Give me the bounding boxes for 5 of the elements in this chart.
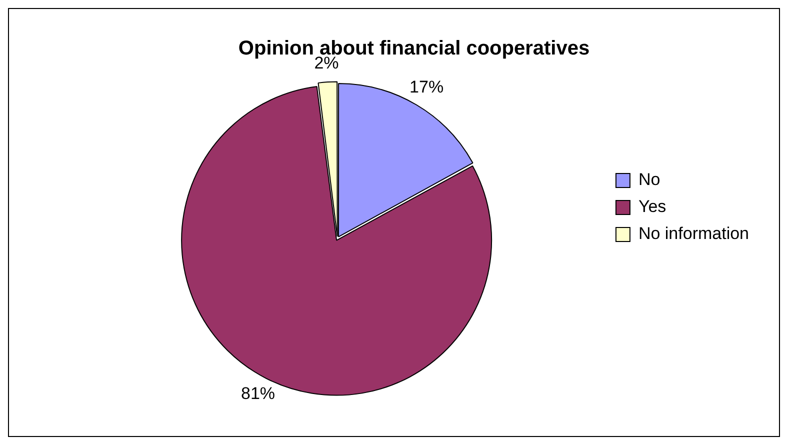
legend-label: No information: [638, 224, 750, 244]
legend-label: No: [638, 170, 660, 190]
data-label: 17%: [410, 78, 444, 97]
legend-label: Yes: [638, 197, 666, 216]
data-label: 81%: [241, 384, 276, 404]
